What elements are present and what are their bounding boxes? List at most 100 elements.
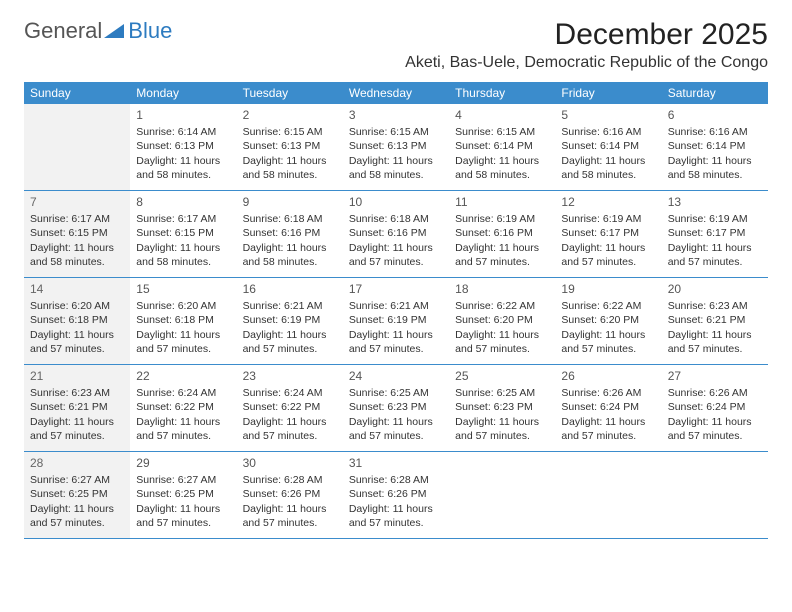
day-info-line: Sunset: 6:17 PM xyxy=(668,226,762,240)
day-info-line: and 57 minutes. xyxy=(30,429,124,443)
day-number: 4 xyxy=(455,107,549,123)
day-info-line: Daylight: 11 hours xyxy=(136,415,230,429)
day-info-line: Sunset: 6:15 PM xyxy=(30,226,124,240)
day-info-line: and 57 minutes. xyxy=(561,255,655,269)
day-info-line: Sunrise: 6:25 AM xyxy=(349,386,443,400)
day-info-line: and 57 minutes. xyxy=(455,342,549,356)
day-info-line: and 57 minutes. xyxy=(668,429,762,443)
day-cell: 20Sunrise: 6:23 AMSunset: 6:21 PMDayligh… xyxy=(662,278,768,364)
day-info-line: and 58 minutes. xyxy=(243,168,337,182)
month-title: December 2025 xyxy=(405,18,768,52)
day-cell: 18Sunrise: 6:22 AMSunset: 6:20 PMDayligh… xyxy=(449,278,555,364)
day-cell: 1Sunrise: 6:14 AMSunset: 6:13 PMDaylight… xyxy=(130,104,236,190)
day-info-line: and 58 minutes. xyxy=(30,255,124,269)
day-info-line: Daylight: 11 hours xyxy=(349,328,443,342)
day-info-line: Sunset: 6:15 PM xyxy=(136,226,230,240)
day-info-line: Sunset: 6:25 PM xyxy=(136,487,230,501)
day-info-line: Sunrise: 6:15 AM xyxy=(349,125,443,139)
day-number: 21 xyxy=(30,368,124,384)
day-number: 11 xyxy=(455,194,549,210)
day-number: 16 xyxy=(243,281,337,297)
day-info-line: and 58 minutes. xyxy=(243,255,337,269)
day-info-line: Sunrise: 6:18 AM xyxy=(243,212,337,226)
day-info-line: Sunset: 6:16 PM xyxy=(455,226,549,240)
day-info-line: Daylight: 11 hours xyxy=(349,154,443,168)
day-info-line: Sunrise: 6:19 AM xyxy=(561,212,655,226)
day-info-line: Daylight: 11 hours xyxy=(349,415,443,429)
day-number: 19 xyxy=(561,281,655,297)
weekday-header-cell: Wednesday xyxy=(343,82,449,104)
day-cell xyxy=(555,452,661,538)
day-number: 22 xyxy=(136,368,230,384)
day-cell: 23Sunrise: 6:24 AMSunset: 6:22 PMDayligh… xyxy=(237,365,343,451)
day-info-line: and 57 minutes. xyxy=(30,342,124,356)
day-info-line: Sunrise: 6:25 AM xyxy=(455,386,549,400)
title-block: December 2025 Aketi, Bas-Uele, Democrati… xyxy=(405,18,768,72)
day-info-line: Daylight: 11 hours xyxy=(668,328,762,342)
day-info-line: Daylight: 11 hours xyxy=(30,502,124,516)
day-info-line: Sunset: 6:22 PM xyxy=(136,400,230,414)
day-info-line: Daylight: 11 hours xyxy=(243,328,337,342)
weeks-container: 1Sunrise: 6:14 AMSunset: 6:13 PMDaylight… xyxy=(24,104,768,539)
day-info-line: Sunset: 6:26 PM xyxy=(243,487,337,501)
day-info-line: Sunset: 6:24 PM xyxy=(561,400,655,414)
day-number: 3 xyxy=(349,107,443,123)
day-cell: 30Sunrise: 6:28 AMSunset: 6:26 PMDayligh… xyxy=(237,452,343,538)
day-info-line: Sunset: 6:20 PM xyxy=(455,313,549,327)
day-info-line: Daylight: 11 hours xyxy=(136,502,230,516)
day-info-line: Sunrise: 6:28 AM xyxy=(243,473,337,487)
day-info-line: Daylight: 11 hours xyxy=(455,154,549,168)
day-info-line: and 58 minutes. xyxy=(561,168,655,182)
day-info-line: Daylight: 11 hours xyxy=(30,328,124,342)
day-info-line: Sunset: 6:21 PM xyxy=(30,400,124,414)
day-info-line: Sunrise: 6:20 AM xyxy=(136,299,230,313)
day-info-line: Sunset: 6:13 PM xyxy=(243,139,337,153)
weekday-header-cell: Friday xyxy=(555,82,661,104)
day-info-line: and 57 minutes. xyxy=(349,429,443,443)
day-info-line: Daylight: 11 hours xyxy=(668,415,762,429)
day-info-line: Sunset: 6:13 PM xyxy=(349,139,443,153)
weekday-header-cell: Monday xyxy=(130,82,236,104)
day-cell: 13Sunrise: 6:19 AMSunset: 6:17 PMDayligh… xyxy=(662,191,768,277)
day-cell: 26Sunrise: 6:26 AMSunset: 6:24 PMDayligh… xyxy=(555,365,661,451)
day-info-line: Sunrise: 6:26 AM xyxy=(668,386,762,400)
day-cell: 19Sunrise: 6:22 AMSunset: 6:20 PMDayligh… xyxy=(555,278,661,364)
day-info-line: Sunset: 6:26 PM xyxy=(349,487,443,501)
day-info-line: Sunset: 6:23 PM xyxy=(455,400,549,414)
day-info-line: Sunset: 6:18 PM xyxy=(136,313,230,327)
weekday-header-row: SundayMondayTuesdayWednesdayThursdayFrid… xyxy=(24,82,768,104)
day-info-line: and 57 minutes. xyxy=(136,516,230,530)
logo-triangle-icon xyxy=(104,22,126,40)
day-cell: 22Sunrise: 6:24 AMSunset: 6:22 PMDayligh… xyxy=(130,365,236,451)
day-info-line: Daylight: 11 hours xyxy=(243,415,337,429)
day-info-line: Sunset: 6:22 PM xyxy=(243,400,337,414)
day-cell: 29Sunrise: 6:27 AMSunset: 6:25 PMDayligh… xyxy=(130,452,236,538)
day-info-line: Sunset: 6:21 PM xyxy=(668,313,762,327)
day-cell: 8Sunrise: 6:17 AMSunset: 6:15 PMDaylight… xyxy=(130,191,236,277)
weekday-header-cell: Thursday xyxy=(449,82,555,104)
day-cell: 7Sunrise: 6:17 AMSunset: 6:15 PMDaylight… xyxy=(24,191,130,277)
day-cell: 17Sunrise: 6:21 AMSunset: 6:19 PMDayligh… xyxy=(343,278,449,364)
day-info-line: Sunrise: 6:22 AM xyxy=(455,299,549,313)
day-cell: 21Sunrise: 6:23 AMSunset: 6:21 PMDayligh… xyxy=(24,365,130,451)
day-number: 13 xyxy=(668,194,762,210)
day-number: 6 xyxy=(668,107,762,123)
day-info-line: Sunset: 6:17 PM xyxy=(561,226,655,240)
day-info-line: Daylight: 11 hours xyxy=(455,241,549,255)
week-row: 7Sunrise: 6:17 AMSunset: 6:15 PMDaylight… xyxy=(24,191,768,278)
day-info-line: and 57 minutes. xyxy=(349,255,443,269)
day-info-line: and 58 minutes. xyxy=(455,168,549,182)
day-info-line: Daylight: 11 hours xyxy=(243,154,337,168)
day-cell: 28Sunrise: 6:27 AMSunset: 6:25 PMDayligh… xyxy=(24,452,130,538)
calendar-grid: SundayMondayTuesdayWednesdayThursdayFrid… xyxy=(24,82,768,539)
day-info-line: Sunset: 6:19 PM xyxy=(243,313,337,327)
day-info-line: Sunrise: 6:16 AM xyxy=(668,125,762,139)
logo-text-general: General xyxy=(24,18,102,44)
day-info-line: Sunrise: 6:16 AM xyxy=(561,125,655,139)
day-info-line: and 57 minutes. xyxy=(243,342,337,356)
day-info-line: and 57 minutes. xyxy=(561,342,655,356)
day-info-line: Daylight: 11 hours xyxy=(561,415,655,429)
day-info-line: Sunrise: 6:27 AM xyxy=(30,473,124,487)
day-number: 23 xyxy=(243,368,337,384)
day-info-line: Sunrise: 6:17 AM xyxy=(136,212,230,226)
